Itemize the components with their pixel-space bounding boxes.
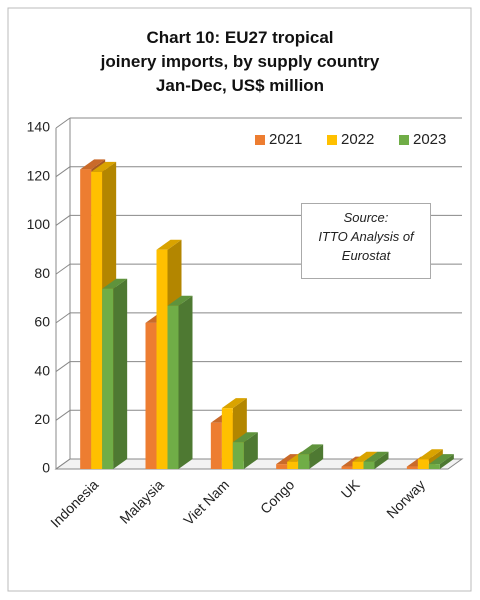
grid-line-side [55,312,71,324]
bar-front [341,466,353,469]
bar-front [80,169,92,469]
annotation: Source: ITTO Analysis of Eurostat [301,203,431,279]
legend-swatch [399,135,409,145]
bar-side [243,432,258,469]
legend-swatch [327,135,337,145]
bar-top [221,398,247,409]
bar-top [428,454,454,465]
bar-side [309,444,324,469]
grid-line-side [55,361,71,372]
bar-top [363,451,389,462]
legend-label: 2022 [341,131,374,148]
grid-line-side [55,166,71,178]
bar-front [298,454,310,469]
y-tick-label: 140 [27,119,51,135]
bar-front [167,305,179,469]
bar-side [178,295,193,469]
bar-front [221,408,233,469]
y-tick-label: 0 [42,460,50,476]
bar-front [156,249,168,469]
bar [363,451,389,469]
y-tick-label: 120 [27,167,51,183]
bar-top [167,295,193,306]
y-tick-label: 60 [34,314,50,330]
grid-line-side [55,215,71,226]
legend-swatch [255,135,265,145]
y-tick-label: 20 [34,411,50,427]
legend-label: 2021 [269,131,302,148]
chart-title: Chart 10: EU27 tropical joinery imports,… [100,28,380,95]
bar-front [363,461,375,469]
bar [167,295,193,469]
bar-front [91,171,103,470]
y-tick-label: 40 [34,362,50,378]
bar-top [298,444,324,455]
bar-front [276,464,288,469]
y-tick-label: 80 [34,265,50,281]
bar-top [156,239,182,250]
bar-front [428,464,440,469]
bar [428,454,454,469]
bar [102,278,128,469]
grid-line-side [55,458,71,470]
bar-front [232,442,244,469]
grid-line-side [55,409,71,421]
bar-side [374,451,389,469]
bar-front [287,461,299,469]
bar-top [80,159,106,170]
bar [298,444,324,469]
grid-line-side [55,263,71,275]
bar-top [352,451,378,462]
y-tick-label: 100 [27,216,51,232]
bar-top [91,161,117,172]
legend-label: 2023 [413,131,446,148]
bar-side [439,454,454,469]
bar-top [102,278,128,289]
bar-front [145,322,157,469]
bar-top [232,432,258,443]
bar-front [406,466,418,469]
bar-front [352,461,364,469]
bar-front [102,288,114,469]
grid-line-side [55,117,71,129]
bar [232,432,258,469]
bar-side [113,278,128,469]
bar-top [417,449,443,460]
bar-front [210,422,222,469]
bar-front [417,459,429,469]
